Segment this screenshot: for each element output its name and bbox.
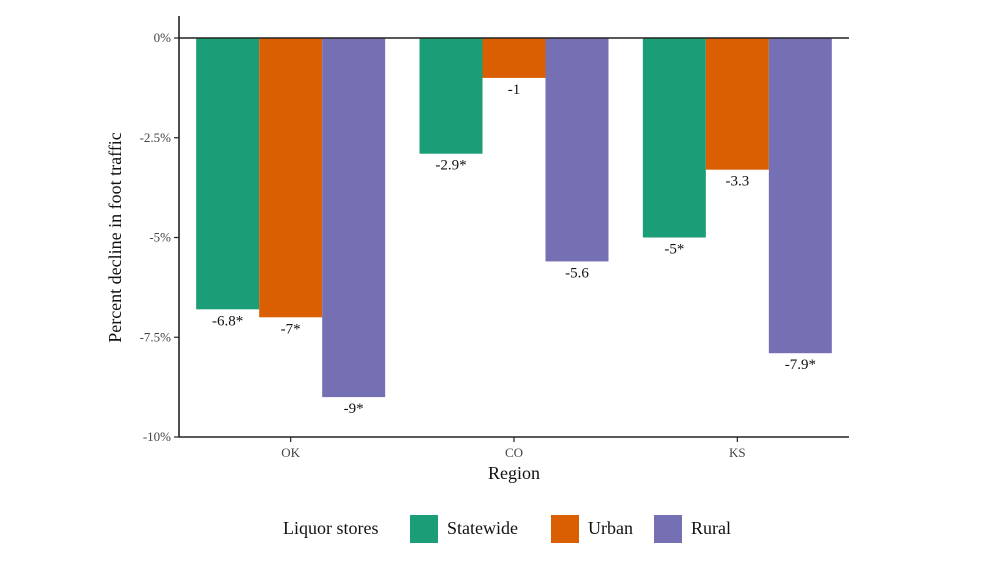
x-axis-title: Region — [488, 463, 540, 483]
x-tick-label: KS — [729, 445, 746, 460]
bar-value-label: -7.9* — [785, 357, 816, 373]
legend: Liquor stores Statewide Urban Rural — [283, 515, 731, 543]
plot-area: -6.8* -7* -9* -2.9* -1 -5.6 -5* -3.3 -7.9* 0% -2.… — [140, 16, 849, 460]
y-ticks-group: 0% -2.5% -5% -7.5% -10% — [140, 30, 179, 444]
y-tick-label: -10% — [143, 429, 171, 444]
bar-urban-ks — [705, 38, 769, 170]
legend-label-rural: Rural — [691, 518, 731, 538]
bar-rural-ok — [322, 38, 386, 398]
bar-statewide-co — [419, 38, 483, 154]
bars-group — [196, 38, 832, 398]
bar-value-label: -1 — [508, 82, 521, 98]
bar-value-label: -9* — [344, 401, 364, 417]
legend-label-statewide: Statewide — [447, 518, 518, 538]
bar-value-label: -2.9* — [435, 158, 466, 174]
legend-key-urban — [551, 515, 579, 543]
legend-items: Statewide Urban Rural — [410, 515, 731, 543]
bar-urban-ok — [259, 38, 323, 318]
bar-urban-co — [482, 38, 546, 78]
bar-value-label: -5* — [664, 242, 684, 258]
legend-key-statewide — [410, 515, 438, 543]
bar-value-label: -6.8* — [212, 313, 243, 329]
y-tick-label: -7.5% — [140, 329, 172, 344]
bar-value-label: -5.6 — [565, 265, 589, 281]
bar-rural-ks — [768, 38, 832, 354]
y-tick-label: 0% — [154, 30, 172, 45]
bar-rural-co — [545, 38, 609, 262]
y-tick-label: -2.5% — [140, 130, 172, 145]
y-tick-label: -5% — [149, 230, 171, 245]
bar-labels-group: -6.8* -7* -9* -2.9* -1 -5.6 -5* -3.3 -7.9* — [212, 82, 816, 417]
x-tick-label: OK — [281, 445, 300, 460]
bar-statewide-ok — [196, 38, 260, 310]
x-tick-label: CO — [505, 445, 523, 460]
legend-key-rural — [654, 515, 682, 543]
bar-value-label: -3.3 — [725, 174, 749, 190]
legend-label-urban: Urban — [588, 518, 633, 538]
bar-value-label: -7* — [281, 321, 301, 337]
x-ticks-group: OK CO KS — [281, 437, 746, 460]
bar-statewide-ks — [642, 38, 706, 238]
y-axis-title: Percent decline in foot traffic — [105, 132, 125, 343]
legend-title: Liquor stores — [283, 518, 378, 538]
